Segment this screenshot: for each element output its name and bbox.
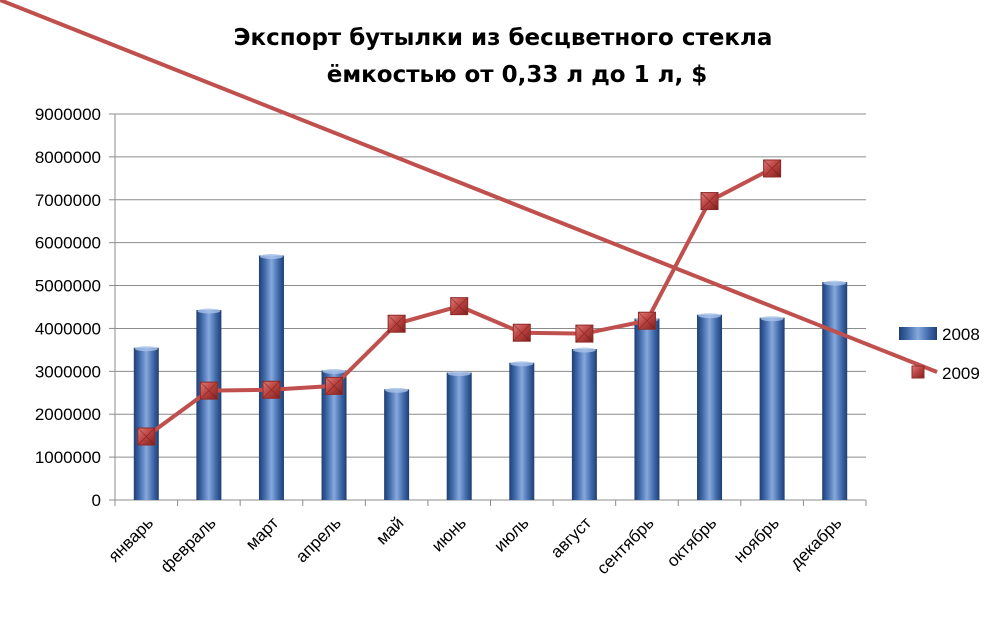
- x-axis-labels: январь февраль март апрель май июнь июль август…: [105, 513, 846, 578]
- bar-cap: [385, 387, 409, 393]
- y-tick-label: 2000000: [35, 405, 101, 424]
- chart-title-line-2: ёмкостью от 0,33 л до 1 л, $: [327, 62, 707, 88]
- legend-label-2008: 2008: [942, 325, 980, 344]
- bar-2008-ноябрь: [759, 317, 785, 500]
- marker-facet: [763, 159, 781, 178]
- gridlines: [109, 113, 867, 506]
- bar-2008-июль: [509, 362, 535, 500]
- bar-2008-август: [571, 349, 597, 500]
- marker-facet: [200, 381, 218, 400]
- y-tick-label: 6000000: [35, 234, 101, 253]
- bar-cap: [259, 254, 283, 260]
- marker-facet: [450, 297, 468, 315]
- x-label-август: август: [547, 513, 595, 561]
- bar-cap: [572, 347, 596, 353]
- bar-cap: [510, 361, 534, 367]
- x-label-октябрь: октябрь: [663, 513, 720, 570]
- x-label-июль: июль: [490, 513, 532, 555]
- y-tick-label: 1000000: [35, 448, 101, 467]
- y-tick-label: 8000000: [35, 148, 101, 167]
- y-tick-label: 5000000: [35, 277, 101, 296]
- legend-swatch-line-2009: [0, 0, 938, 374]
- x-label-февраль: февраль: [157, 513, 220, 576]
- marker-facet: [575, 324, 594, 343]
- legend-swatch-marker-2009: [911, 365, 925, 379]
- y-tick-label: 7000000: [35, 191, 101, 210]
- marker-facet: [700, 192, 719, 210]
- marker-facet: [325, 377, 343, 395]
- bar-cap: [760, 316, 784, 322]
- x-label-июнь: июнь: [428, 513, 470, 555]
- y-tick-label: 4000000: [35, 319, 101, 338]
- y-axis-ticks: 0 1000000 2000000 3000000 4000000 5000000 6000…: [35, 105, 101, 510]
- bar-cap: [197, 308, 221, 314]
- bar-cap: [134, 346, 158, 352]
- legend-swatch-2008: [899, 327, 937, 340]
- line-2009: [137, 159, 782, 446]
- bars-2008: [133, 254, 848, 500]
- bar-cap: [698, 313, 722, 319]
- x-label-сентябрь: сентябрь: [593, 513, 658, 578]
- x-label-март: март: [242, 513, 282, 553]
- bar-2008-сентябрь: [634, 318, 660, 500]
- marker-facet: [387, 314, 406, 333]
- legend-label-2009: 2009: [942, 364, 980, 383]
- y-tick-label: 3000000: [35, 362, 101, 381]
- x-label-декабрь: декабрь: [786, 513, 845, 572]
- marker-facet: [137, 427, 156, 446]
- bar-2008-март: [258, 255, 284, 500]
- x-label-май: май: [372, 513, 407, 548]
- legend: 2008 2009: [0, 0, 980, 383]
- y-tick-label: 9000000: [35, 105, 101, 124]
- x-label-ноябрь: ноябрь: [730, 513, 783, 566]
- bar-cap: [322, 368, 346, 374]
- bar-2008-февраль: [196, 310, 222, 500]
- bar-cap: [823, 280, 847, 286]
- marker-facet: [513, 323, 531, 342]
- x-label-апрель: апрель: [292, 513, 345, 566]
- marker-facet: [262, 380, 281, 399]
- y-tick-label: 0: [92, 491, 101, 510]
- bar-2008-июнь: [446, 372, 472, 500]
- bar-cap: [447, 371, 471, 377]
- bar-2008-декабрь: [822, 282, 848, 500]
- marker-facet: [638, 311, 656, 330]
- bar-2008-октябрь: [697, 314, 723, 500]
- x-label-январь: январь: [105, 513, 158, 566]
- chart-title-line-1: Экспорт бутылки из бесцветного стекла: [234, 25, 773, 51]
- bar-2008-январь: [133, 347, 159, 500]
- bar-2008-май: [384, 389, 410, 500]
